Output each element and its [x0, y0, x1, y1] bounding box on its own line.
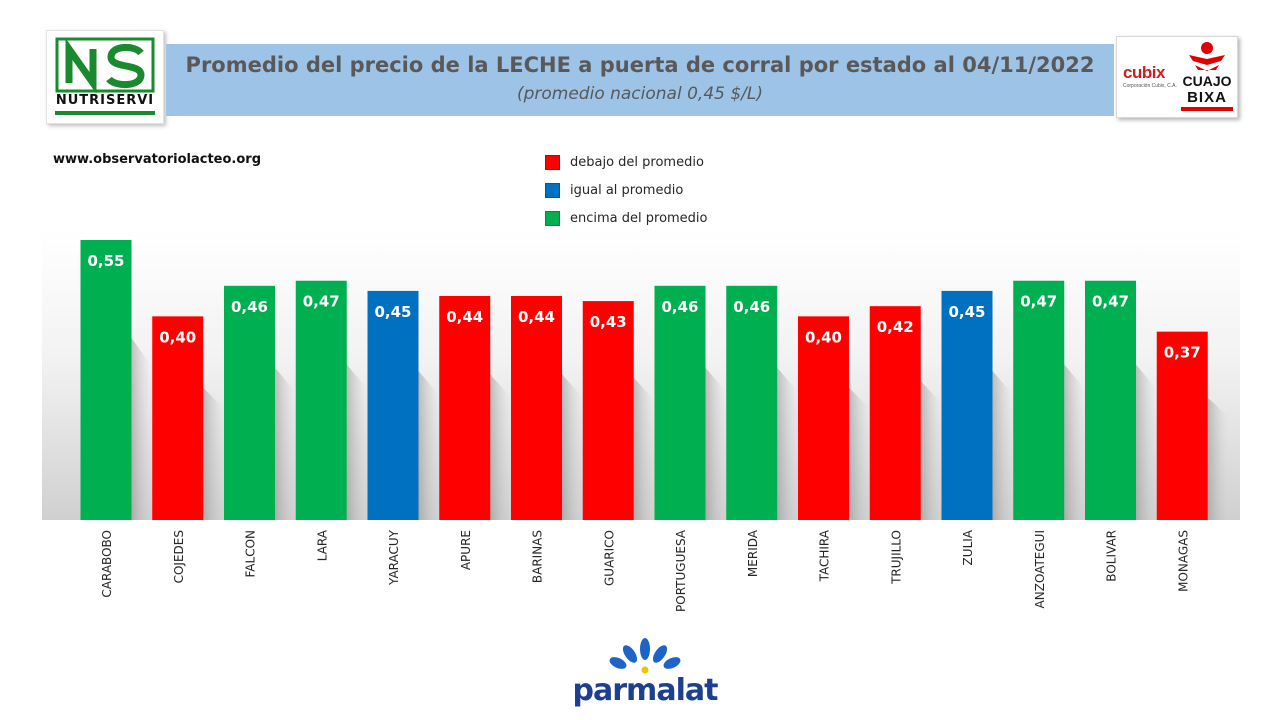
cuajo-underline	[1181, 107, 1233, 111]
website-link[interactable]: www.observatoriolacteo.org	[53, 152, 262, 167]
category-label: CARABOBO	[100, 530, 114, 598]
bar-carabobo	[80, 240, 132, 520]
bar-shadow	[131, 338, 152, 520]
bar-shadow	[275, 367, 295, 520]
bar-shadow	[418, 371, 439, 520]
data-label: 0,55	[87, 252, 124, 270]
data-label: 0,47	[303, 293, 340, 311]
legend-label-equal: igual al promedio	[570, 182, 684, 198]
category-label: ZULIA	[961, 529, 975, 565]
bar-yaracuy	[367, 290, 419, 520]
bar-shadow	[203, 387, 224, 520]
bar-shadow	[1064, 364, 1085, 520]
cubix-cuajo-logo: cubix Corporación Cubix, C.A. CUAJO BIXA	[1116, 36, 1238, 118]
data-label: 0,40	[805, 328, 842, 346]
category-label: PORTUGUESA	[674, 529, 688, 612]
category-label: COJEDES	[172, 530, 186, 583]
bar-shadow	[346, 364, 367, 520]
bar-shadow	[777, 367, 798, 520]
bar-zulia	[941, 290, 993, 520]
bar-guarico	[582, 301, 634, 520]
data-label: 0,43	[590, 313, 627, 331]
bar-cojedes	[152, 316, 204, 520]
category-label: GUARICO	[602, 530, 616, 586]
legend-swatch-above	[545, 210, 560, 226]
bar-shadow	[1136, 364, 1156, 520]
bar-shadow	[992, 371, 1013, 520]
legend-label-above: encima del promedio	[570, 210, 708, 226]
category-label: MONAGAS	[1176, 530, 1190, 592]
data-label: 0,45	[374, 303, 411, 321]
data-label: 0,45	[948, 303, 985, 321]
parmalat-wordmark: parmalat	[572, 673, 719, 708]
legend-item-equal: igual al promedio	[545, 176, 708, 204]
bar-bolivar	[1085, 280, 1136, 520]
ns-logo-icon	[55, 37, 155, 93]
nutriservi-name: NUTRISERVI	[55, 93, 155, 108]
cubix-brand: cubix	[1123, 63, 1165, 82]
category-label: MERIDA	[746, 529, 760, 577]
data-label: 0,37	[1164, 344, 1201, 362]
bar-shadow	[849, 387, 869, 520]
data-label: 0,47	[1020, 293, 1057, 311]
bar-trujillo	[869, 306, 921, 520]
chart-subtitle: (promedio nacional 0,45 $/L)	[516, 84, 764, 104]
bar-barinas	[511, 296, 562, 520]
legend-item-below: debajo del promedio	[545, 148, 708, 176]
parmalat-flower-icon	[609, 638, 681, 674]
parmalat-logo: parmalat	[570, 636, 720, 714]
data-label: 0,46	[733, 298, 770, 316]
cuajo-bixa-figure-icon	[1189, 42, 1225, 71]
category-label: FALCON	[244, 530, 258, 578]
bar-lara	[295, 280, 347, 520]
legend-label-below: debajo del promedio	[570, 154, 704, 170]
category-label: LARA	[315, 529, 329, 561]
bar-portuguesa	[654, 285, 706, 520]
bar-falcon	[224, 285, 275, 520]
bar-shadow	[1207, 397, 1228, 520]
data-label: 0,44	[446, 308, 483, 326]
category-label: APURE	[459, 530, 473, 570]
category-label: YARACUY	[387, 529, 401, 586]
bar-apure	[439, 296, 491, 520]
nutriservi-logo: NUTRISERVI	[46, 30, 164, 124]
bar-shadow	[633, 377, 654, 520]
cubix-brand-sub: Corporación Cubix, C.A.	[1123, 83, 1177, 89]
cuajo-word: CUAJO	[1182, 73, 1232, 89]
bar-anzoategui	[1013, 280, 1065, 520]
bar-merida	[726, 285, 778, 520]
data-label: 0,46	[231, 298, 268, 316]
data-label: 0,40	[159, 328, 196, 346]
bar-monagas	[1156, 331, 1208, 520]
category-area	[42, 520, 1240, 612]
bixa-word: BIXA	[1187, 89, 1227, 106]
bar-shadow	[705, 367, 726, 520]
data-label: 0,46	[661, 298, 698, 316]
legend-item-above: encima del promedio	[545, 204, 708, 232]
bar-tachira	[798, 316, 849, 520]
legend: debajo del promedio igual al promedio en…	[545, 148, 708, 232]
category-label: BOLIVAR	[1105, 530, 1119, 582]
chart-title: Promedio del precio de la LECHE a puerta…	[185, 53, 1095, 77]
legend-swatch-below	[545, 154, 560, 170]
data-label: 0,44	[518, 308, 555, 326]
category-label: BARINAS	[531, 530, 545, 583]
bar-shadow	[920, 381, 941, 520]
legend-swatch-equal	[545, 182, 560, 198]
category-label: ANZOATEGUI	[1033, 530, 1047, 608]
title-banner: Promedio del precio de la LECHE a puerta…	[166, 44, 1114, 116]
data-label: 0,42	[877, 318, 914, 336]
nutriservi-underline	[55, 111, 155, 115]
category-label: TRUJILLO	[889, 530, 903, 585]
bar-shadow	[490, 374, 511, 520]
category-label: TACHIRA	[818, 529, 832, 582]
bar-shadow	[562, 374, 582, 520]
data-label: 0,47	[1092, 293, 1129, 311]
